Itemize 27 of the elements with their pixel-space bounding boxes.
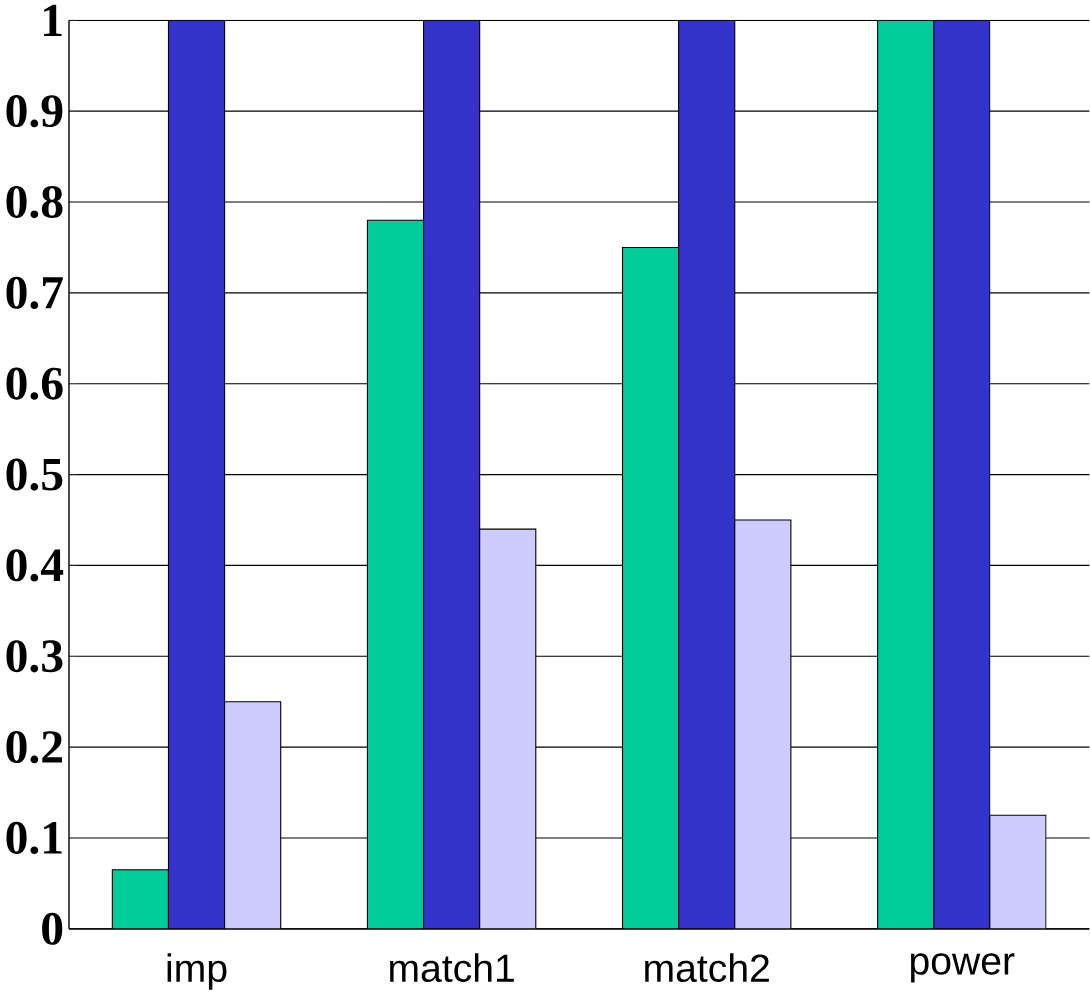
y-tick-label: 0.7 [6,276,63,309]
bar [877,20,935,929]
y-tick-label: 0.6 [6,367,63,400]
bar [224,700,282,929]
bar [734,519,792,929]
x-tick-label: match2 [645,953,769,982]
y-tick-label: 0.1 [6,821,62,854]
bar [111,868,170,929]
y-tick-label: 1 [44,4,62,36]
y-tick-label: 0 [42,912,63,945]
x-tick-label: imp [167,953,227,990]
bar [621,246,680,929]
y-tick-label: 0.5 [6,458,63,491]
bar [933,20,991,929]
bar [366,219,425,929]
y-tick-label: 0.2 [6,730,63,764]
y-tick-label: 0.8 [6,185,63,218]
bar [479,528,537,929]
x-tick-label: match1 [390,953,514,982]
y-tick-label: 0.9 [6,94,63,128]
bar [423,20,481,929]
bar [678,20,736,929]
y-tick-label: 0.3 [6,639,63,673]
bar [989,814,1047,929]
x-tick-label: power [911,953,1015,983]
y-tick-label: 0.4 [6,549,64,582]
bar [167,20,226,929]
